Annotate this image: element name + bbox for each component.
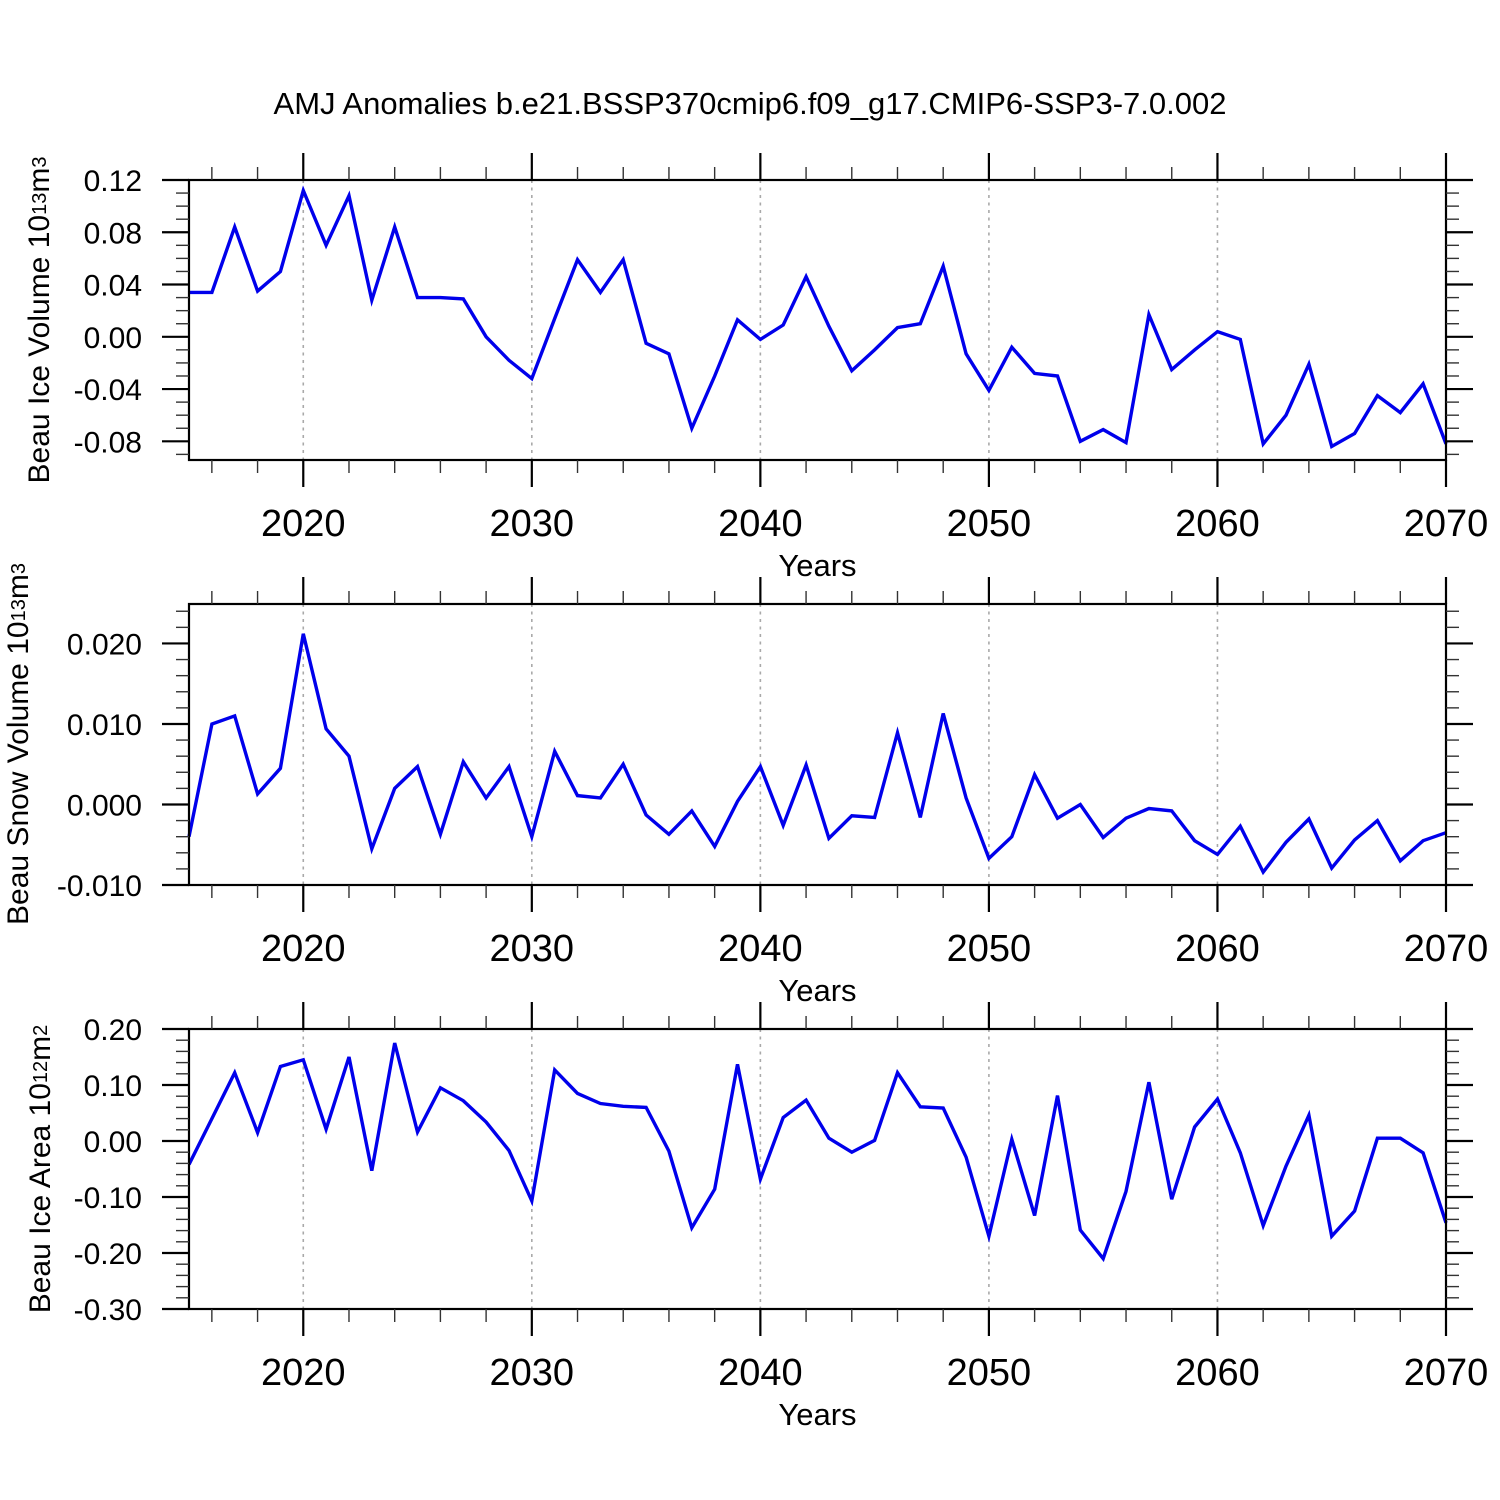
x-tick-label: 2020 <box>261 503 346 545</box>
x-tick-label: 2060 <box>1175 928 1260 970</box>
x-tick-label: 2070 <box>1404 1352 1489 1394</box>
y-tick-label: -0.08 <box>74 426 142 459</box>
y-tick-label: 0.10 <box>84 1070 142 1103</box>
x-tick-label: 2060 <box>1175 503 1260 545</box>
x-tick-label: 2030 <box>490 1352 575 1394</box>
y-axis-title-text: m <box>23 167 56 193</box>
y-tick-label: 0.04 <box>84 270 142 303</box>
y-axis-title-text: Beau Ice Volume 10 <box>23 214 56 484</box>
x-tick-label: 2070 <box>1404 928 1489 970</box>
panel-frame-beau-snow-volume <box>187 602 1448 887</box>
x-axis-title-panel2: Years <box>778 973 857 1008</box>
x-tick-label: 2050 <box>947 503 1032 545</box>
x-tick-label: 2050 <box>947 928 1032 970</box>
y-tick-label: 0.12 <box>84 165 142 198</box>
x-tick-label: 2040 <box>718 928 803 970</box>
y-axis-title-text: m <box>2 574 35 600</box>
y-tick-label: 0.000 <box>67 789 142 822</box>
x-tick-label: 2070 <box>1404 503 1489 545</box>
data-line-beau-snow-volume <box>187 633 1447 876</box>
x-axis-title-panel1: Years <box>778 548 857 583</box>
y-tick-label: -0.20 <box>74 1238 142 1271</box>
y-tick-label: 0.08 <box>84 217 142 250</box>
x-axis-title-panel3: Years <box>778 1397 857 1432</box>
y-tick-label: -0.04 <box>74 374 142 407</box>
x-tick-label: 2020 <box>261 1352 346 1394</box>
y-axis-title-text: m <box>24 1035 57 1061</box>
x-tick-label: 2040 <box>718 1352 803 1394</box>
x-tick-label: 2030 <box>490 928 575 970</box>
y-axis-title-text: Beau Snow Volume 10 <box>2 621 35 925</box>
y-tick-label: 0.010 <box>67 709 142 742</box>
y-tick-label: 0.020 <box>67 628 142 661</box>
x-tick-label: 2040 <box>718 503 803 545</box>
y-axis-title-text: Beau Ice Area 10 <box>24 1083 57 1314</box>
y-tick-label: 0.20 <box>84 1014 142 1047</box>
y-tick-label: -0.010 <box>57 870 142 903</box>
chart-title: AMJ Anomalies b.e21.BSSP370cmip6.f09_g17… <box>273 86 1227 121</box>
y-tick-label: -0.10 <box>74 1182 142 1215</box>
x-tick-label: 2020 <box>261 928 346 970</box>
y-tick-label: -0.30 <box>74 1294 142 1327</box>
x-tick-label: 2030 <box>490 503 575 545</box>
panel-frame-beau-ice-volume <box>187 178 1448 462</box>
y-tick-label: 0.00 <box>84 322 142 355</box>
data-line-beau-ice-area <box>187 1042 1448 1263</box>
x-tick-label: 2060 <box>1175 1352 1260 1394</box>
data-line-beau-ice-volume <box>189 185 1448 450</box>
x-tick-label: 2050 <box>947 1352 1032 1394</box>
panel-frame-beau-ice-area <box>187 1027 1448 1311</box>
y-tick-label: 0.00 <box>84 1126 142 1159</box>
